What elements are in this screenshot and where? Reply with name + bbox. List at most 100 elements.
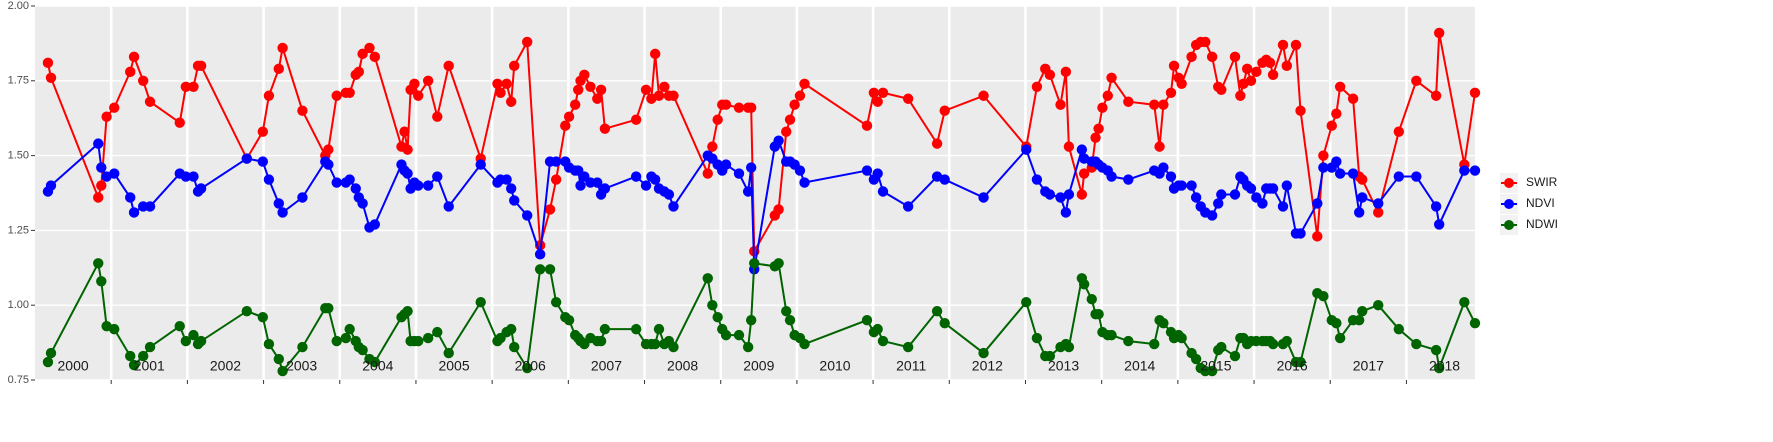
data-point [505, 323, 517, 335]
data-point [595, 335, 607, 347]
data-point [1267, 69, 1279, 81]
data-point [1393, 126, 1405, 137]
data-point [1123, 96, 1134, 107]
data-point [297, 341, 308, 353]
legend-key-point [1504, 178, 1514, 188]
data-point [188, 171, 199, 182]
data-point [544, 204, 556, 215]
year-label: 2016 [1277, 358, 1308, 374]
data-point [707, 141, 718, 152]
year-label: 2004 [362, 358, 393, 374]
legend-label: NDVI [1526, 196, 1555, 210]
data-point [128, 359, 140, 371]
data-point [174, 117, 185, 128]
data-point [781, 305, 792, 317]
data-point [1158, 99, 1169, 110]
data-point [789, 99, 800, 110]
data-point [422, 180, 434, 191]
data-point [861, 165, 873, 176]
data-point [931, 305, 943, 317]
data-point [902, 93, 914, 104]
data-point [1093, 123, 1104, 134]
data-point [733, 168, 745, 179]
data-point [550, 174, 562, 185]
y-tick-label: 0.75 [8, 374, 29, 386]
data-point [1186, 51, 1197, 63]
data-point [331, 90, 342, 101]
data-point [1393, 171, 1405, 182]
data-point [273, 198, 285, 209]
data-point [599, 323, 611, 335]
data-point [720, 99, 732, 110]
data-point [1176, 78, 1187, 89]
data-point [357, 198, 368, 209]
data-point [1190, 192, 1202, 203]
data-point [978, 347, 989, 359]
data-point [784, 314, 796, 326]
data-point [1106, 72, 1117, 84]
data-point [1281, 335, 1293, 347]
data-point [1063, 141, 1075, 152]
data-point [188, 81, 199, 92]
data-point [1235, 90, 1246, 101]
data-point [1245, 183, 1257, 194]
data-point [534, 249, 546, 260]
data-point [1334, 332, 1346, 344]
data-point [257, 126, 269, 137]
data-point [93, 192, 104, 203]
data-point [877, 87, 889, 98]
data-point [413, 335, 424, 347]
data-point [1430, 90, 1442, 101]
data-point [443, 201, 454, 212]
y-tick-label: 1.25 [8, 224, 29, 236]
data-point [1106, 329, 1117, 341]
data-point [1055, 99, 1066, 110]
data-point [1063, 189, 1075, 200]
data-point [1295, 228, 1306, 239]
data-point [125, 66, 136, 78]
data-point [422, 332, 434, 344]
data-point [877, 335, 889, 347]
data-point [409, 78, 420, 89]
data-point [592, 93, 603, 104]
data-point [344, 174, 355, 185]
data-point [575, 180, 586, 191]
data-point [93, 138, 104, 149]
data-point [1031, 174, 1043, 185]
data-point [1044, 189, 1056, 200]
data-point [137, 75, 149, 87]
data-point [1331, 156, 1342, 167]
data-point [1021, 144, 1032, 155]
data-point [799, 338, 810, 350]
data-point [569, 99, 581, 110]
y-tick-label: 1.50 [8, 150, 29, 162]
data-point [1326, 120, 1337, 131]
data-point [128, 207, 140, 218]
data-point [1086, 294, 1097, 305]
data-point [277, 42, 288, 54]
data-point [595, 84, 607, 95]
data-point [799, 78, 810, 89]
data-point [1206, 365, 1218, 377]
data-point [902, 201, 914, 212]
data-point [509, 341, 520, 353]
year-label: 2000 [58, 358, 89, 374]
data-point [1373, 207, 1384, 218]
data-point [579, 69, 590, 81]
data-point [101, 111, 112, 122]
data-point [45, 180, 57, 191]
data-point [931, 138, 943, 149]
data-point [1267, 183, 1279, 194]
data-point [1353, 314, 1365, 326]
data-point [505, 183, 517, 194]
data-point [1158, 317, 1169, 329]
data-point [544, 264, 556, 275]
year-label: 2015 [1200, 358, 1231, 374]
data-point [273, 353, 285, 365]
data-point [180, 171, 192, 182]
data-point [1229, 189, 1241, 200]
data-point [277, 365, 288, 377]
data-point [939, 317, 950, 329]
legend-label: SWIR [1526, 175, 1558, 189]
